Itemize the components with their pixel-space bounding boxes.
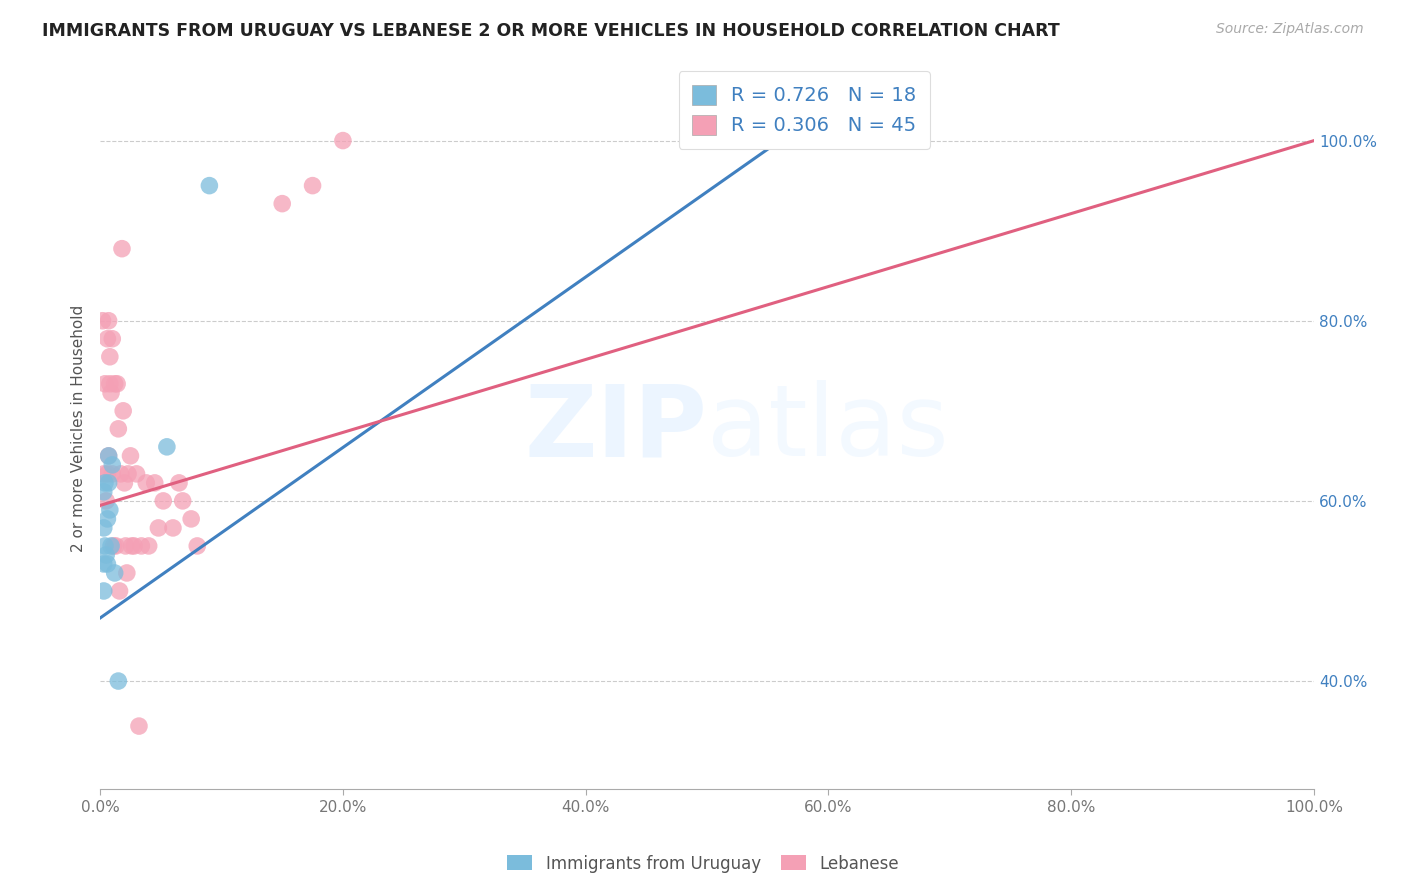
- Point: [271, 196, 294, 211]
- Point: [91, 314, 114, 328]
- Point: [186, 539, 208, 553]
- Point: [148, 521, 170, 535]
- Point: [110, 467, 132, 481]
- Y-axis label: 2 or more Vehicles in Household: 2 or more Vehicles in Household: [72, 305, 86, 552]
- Point: [101, 467, 124, 481]
- Point: [332, 134, 354, 148]
- Point: [105, 376, 128, 391]
- Point: [115, 566, 138, 580]
- Point: [301, 178, 323, 193]
- Text: Source: ZipAtlas.com: Source: ZipAtlas.com: [1216, 22, 1364, 37]
- Point: [93, 521, 115, 535]
- Point: [107, 674, 129, 689]
- Point: [98, 350, 121, 364]
- Text: ZIP: ZIP: [524, 380, 707, 477]
- Point: [96, 467, 118, 481]
- Point: [198, 178, 221, 193]
- Point: [96, 332, 118, 346]
- Point: [97, 449, 120, 463]
- Point: [97, 475, 120, 490]
- Point: [108, 584, 131, 599]
- Point: [107, 422, 129, 436]
- Point: [101, 332, 124, 346]
- Text: atlas: atlas: [707, 380, 949, 477]
- Point: [93, 557, 115, 571]
- Point: [135, 475, 157, 490]
- Point: [94, 376, 117, 391]
- Point: [152, 494, 174, 508]
- Point: [104, 376, 127, 391]
- Point: [96, 548, 118, 562]
- Point: [104, 566, 127, 580]
- Legend: Immigrants from Uruguay, Lebanese: Immigrants from Uruguay, Lebanese: [501, 848, 905, 880]
- Point: [96, 512, 118, 526]
- Point: [156, 440, 179, 454]
- Point: [96, 557, 118, 571]
- Text: IMMIGRANTS FROM URUGUAY VS LEBANESE 2 OR MORE VEHICLES IN HOUSEHOLD CORRELATION : IMMIGRANTS FROM URUGUAY VS LEBANESE 2 OR…: [42, 22, 1060, 40]
- Point: [97, 449, 120, 463]
- Point: [138, 539, 160, 553]
- Point: [143, 475, 166, 490]
- Point: [98, 376, 121, 391]
- Point: [100, 539, 122, 553]
- Point: [93, 584, 115, 599]
- Point: [100, 385, 122, 400]
- Point: [94, 539, 117, 553]
- Point: [114, 539, 136, 553]
- Point: [101, 458, 124, 472]
- Point: [112, 475, 135, 490]
- Point: [180, 512, 202, 526]
- Point: [120, 449, 142, 463]
- Point: [131, 539, 153, 553]
- Legend: R = 0.726   N = 18, R = 0.306   N = 45: R = 0.726 N = 18, R = 0.306 N = 45: [679, 71, 929, 149]
- Point: [172, 494, 194, 508]
- Point: [117, 467, 139, 481]
- Point: [128, 719, 150, 733]
- Point: [111, 242, 134, 256]
- Point: [98, 503, 121, 517]
- Point: [122, 539, 145, 553]
- Point: [93, 484, 115, 499]
- Point: [103, 539, 125, 553]
- Point: [162, 521, 184, 535]
- Point: [93, 467, 115, 481]
- Point: [97, 314, 120, 328]
- Point: [104, 539, 127, 553]
- Point: [112, 404, 135, 418]
- Point: [121, 539, 143, 553]
- Point: [96, 494, 118, 508]
- Point: [94, 475, 117, 490]
- Point: [125, 467, 148, 481]
- Point: [167, 475, 190, 490]
